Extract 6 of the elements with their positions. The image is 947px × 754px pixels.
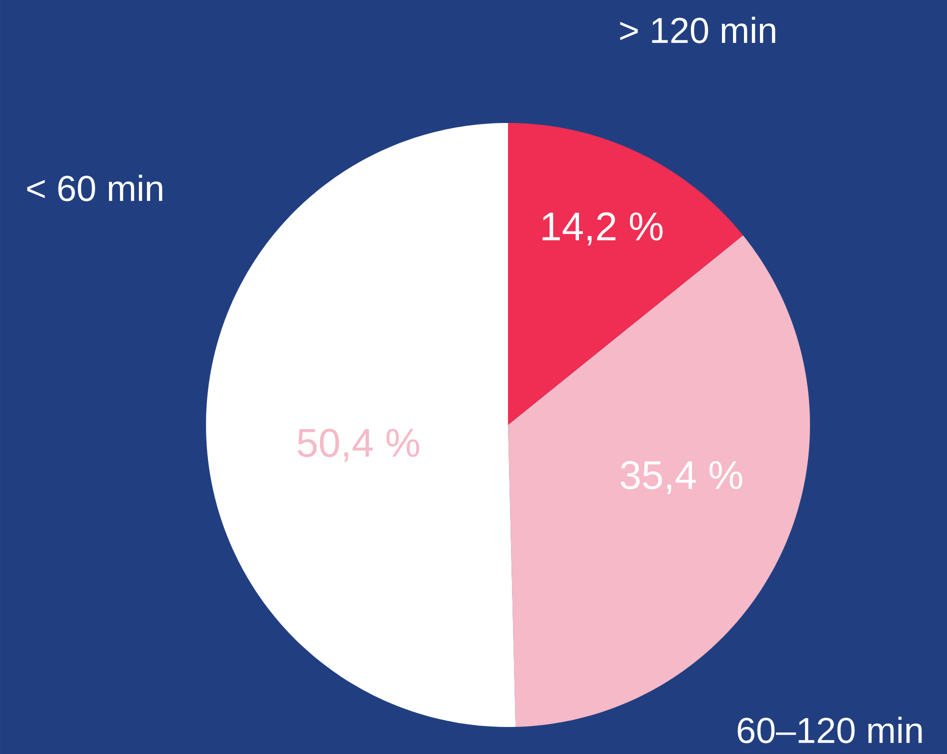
slice-label: > 120 min: [620, 16, 776, 44]
slice-label: 60–120 min: [738, 716, 922, 744]
data-label: 50,4 %: [298, 428, 420, 462]
data-label: 35,4 %: [620, 460, 742, 494]
data-label: 14,2 %: [542, 212, 663, 246]
slice-label: < 60 min: [27, 174, 162, 202]
